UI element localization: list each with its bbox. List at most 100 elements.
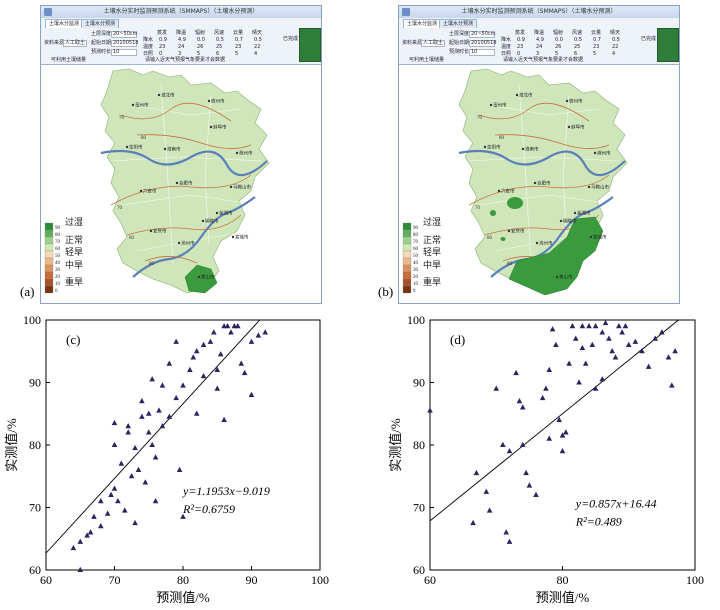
huai-river xyxy=(100,149,268,177)
data-point xyxy=(599,376,606,382)
run-button[interactable] xyxy=(657,28,679,62)
data-point xyxy=(546,435,553,441)
source-select[interactable]: 人工取土 xyxy=(63,40,87,47)
weather-cell: 26 xyxy=(197,44,204,50)
yangtze-river xyxy=(490,196,614,278)
data-point xyxy=(589,341,596,347)
city-marker xyxy=(231,235,235,239)
city-label: 池州市 xyxy=(539,240,553,247)
legend-swatch xyxy=(44,222,54,231)
x-axis-label: 预测值/% xyxy=(156,590,210,605)
city-label: 蚌埠市 xyxy=(213,124,227,131)
tab-forecast[interactable]: 土壤水分预测 xyxy=(81,19,120,28)
data-point xyxy=(84,532,90,538)
data-point xyxy=(214,385,221,391)
start-date-input[interactable]: 20100518 xyxy=(111,40,139,47)
data-point xyxy=(145,410,152,416)
city-label: 阜阳市 xyxy=(129,144,143,151)
city-label: 滁州市 xyxy=(239,150,253,157)
weather-header: 云量 xyxy=(233,30,244,36)
legend-class: 中旱 xyxy=(423,259,441,270)
ribbon: 土壤水分监测 土壤水分预测 资料来源 人工取土 土层深度 20~50cm 起始日期 20100… xyxy=(41,18,321,65)
data-point xyxy=(625,341,632,347)
weather-cell: 5 xyxy=(235,51,239,57)
city-marker xyxy=(587,185,591,189)
forecast-len-input[interactable]: 10 xyxy=(469,49,495,56)
isoline-label: 80 xyxy=(149,262,155,267)
legend-swatch xyxy=(402,243,412,252)
app-icon[interactable] xyxy=(402,8,410,16)
legend-value: 50 xyxy=(413,254,419,259)
data-point xyxy=(77,566,84,572)
data-point xyxy=(569,323,576,329)
legend-value: 40 xyxy=(55,261,61,266)
county-border xyxy=(120,194,247,206)
data-point xyxy=(576,379,582,385)
y-tick-label: 90 xyxy=(29,376,41,390)
data-point xyxy=(645,363,652,369)
data-point xyxy=(235,323,241,329)
data-point xyxy=(506,448,513,454)
app-icon[interactable] xyxy=(44,8,52,16)
data-point xyxy=(159,382,166,388)
y-tick-label: 60 xyxy=(413,563,425,577)
soil-depth-select[interactable]: 20~50cm xyxy=(111,31,138,38)
data-point xyxy=(241,369,248,376)
weather-row-label: 降水 xyxy=(143,37,154,43)
city-label: 滁州市 xyxy=(597,150,611,157)
regression-equation: y=0.857x+16.44 xyxy=(575,497,657,511)
weather-cell: 23 xyxy=(517,44,524,50)
x-tick-label: 100 xyxy=(686,573,704,587)
legend-class: 重旱 xyxy=(423,276,441,287)
data-point xyxy=(111,441,118,447)
source-select[interactable]: 人工取土 xyxy=(421,40,445,47)
tab-monitor[interactable]: 土壤水分监测 xyxy=(403,19,442,28)
data-point xyxy=(592,323,599,329)
y-tick-label: 70 xyxy=(29,501,41,515)
data-point xyxy=(139,398,145,404)
tab-forecast[interactable]: 土壤水分预测 xyxy=(439,19,478,28)
tab-monitor[interactable]: 土壤水分监测 xyxy=(45,19,84,28)
weather-cell: 5 xyxy=(593,51,597,57)
data-point xyxy=(500,441,506,447)
soil-depth-label: 土层深度 xyxy=(449,31,470,37)
city-marker xyxy=(533,181,537,185)
weather-cell: 26 xyxy=(555,44,562,50)
weather-cell: 0.5 xyxy=(574,37,582,43)
y-tick-label: 80 xyxy=(29,438,41,452)
legend-value: 80 xyxy=(413,233,419,238)
city-label: 亳州市 xyxy=(135,102,149,109)
y-tick-label: 60 xyxy=(29,563,41,577)
complete-button[interactable]: 已完成 xyxy=(283,36,299,42)
start-date-input[interactable]: 20100518 xyxy=(469,40,497,47)
start-date-label: 起始日期 xyxy=(449,40,470,46)
legend-value: 60 xyxy=(55,247,61,252)
city-label: 马鞍山市 xyxy=(233,184,251,191)
soil-depth-select[interactable]: 20~50cm xyxy=(469,31,496,38)
wet-region xyxy=(490,210,496,216)
x-tick-label: 70 xyxy=(109,573,121,587)
legend-value: 10 xyxy=(55,282,61,287)
county-border xyxy=(136,232,238,252)
weather-cell: 5 xyxy=(555,51,559,57)
city-marker xyxy=(207,99,211,103)
complete-button[interactable]: 已完成 xyxy=(641,36,657,42)
weather-header: 风速 xyxy=(572,30,583,36)
legend-class: 轻旱 xyxy=(423,246,441,257)
data-point xyxy=(519,441,526,447)
data-point xyxy=(473,469,480,476)
weather-cell: 0 xyxy=(517,51,521,57)
city-marker xyxy=(229,185,233,189)
weather-cell: 0.0 xyxy=(197,37,205,43)
legend-swatch xyxy=(44,271,54,280)
huai-river xyxy=(458,149,626,177)
city-label: 合肥市 xyxy=(179,180,193,187)
legend-value: 20 xyxy=(55,275,61,280)
data-point xyxy=(579,323,586,329)
legend-value: 0 xyxy=(413,289,416,294)
city-label: 芜湖市 xyxy=(219,210,233,217)
forecast-len-input[interactable]: 10 xyxy=(111,49,137,56)
run-button[interactable] xyxy=(299,28,321,62)
